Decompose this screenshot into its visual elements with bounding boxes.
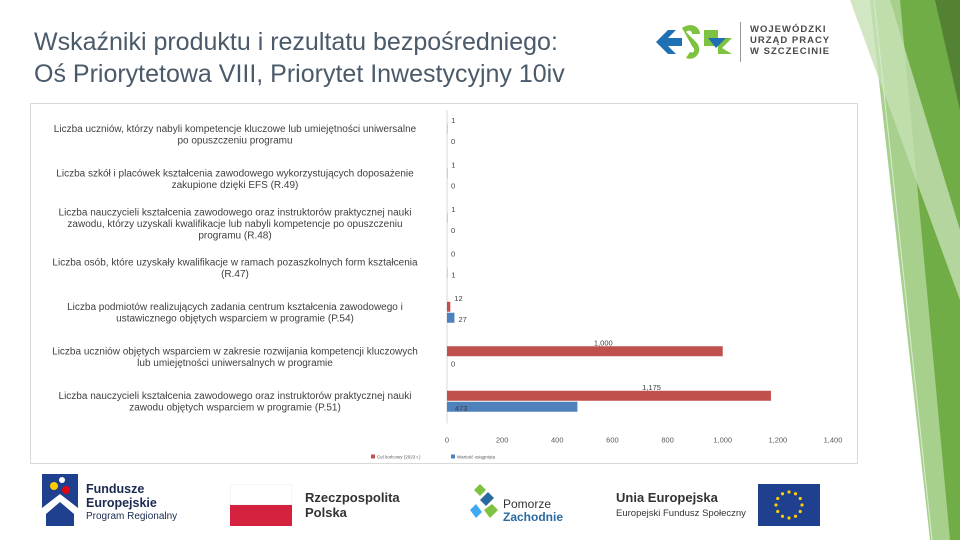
data-label: 1,175 xyxy=(642,383,661,392)
category-label: zawodu, którzy uzyskali kwalifikacje lub… xyxy=(67,219,402,230)
bar-target xyxy=(447,346,723,357)
category-label: Liczba nauczycieli kształcenia zawodoweg… xyxy=(59,391,412,402)
legend-swatch xyxy=(371,454,375,459)
x-tick-label: 200 xyxy=(496,436,509,445)
x-tick-label: 1,200 xyxy=(768,436,787,445)
x-tick-label: 600 xyxy=(606,436,619,445)
slide-title: Wskaźniki produktu i rezultatu bezpośred… xyxy=(34,26,634,90)
fundusze-line2: Europejskie xyxy=(86,496,157,510)
pomorze-logo-icon xyxy=(470,484,498,518)
eu-star xyxy=(776,509,780,514)
eu-star xyxy=(787,490,791,494)
data-label: 1,000 xyxy=(594,338,613,347)
wup-line: URZĄD PRACY xyxy=(750,35,831,46)
data-label: 27 xyxy=(458,315,466,324)
eu-star xyxy=(774,503,778,507)
x-tick-label: 400 xyxy=(551,436,564,445)
x-tick-label: 0 xyxy=(445,436,449,445)
bar-achieved xyxy=(447,312,455,323)
rzeczpospolita-text: Rzeczpospolita Polska xyxy=(305,490,400,520)
rzeczpospolita-line1: Rzeczpospolita xyxy=(305,490,400,505)
footer xyxy=(0,468,960,540)
data-label: 0 xyxy=(451,226,455,235)
category-label: zakupione dzięki EFS (R.49) xyxy=(172,180,299,191)
data-label: 1 xyxy=(451,160,455,169)
bar-chart: Liczba uczniów, którzy nabyli kompetencj… xyxy=(52,110,843,460)
eu-funds-logo-icon xyxy=(42,474,78,530)
eu-star xyxy=(798,509,802,514)
wup-line: WOJEWÓDZKI xyxy=(750,24,827,35)
category-label: zawodu objętych wsparciem w programie (P… xyxy=(129,403,341,414)
x-tick-label: 800 xyxy=(661,436,674,445)
category-label: (R.47) xyxy=(221,269,249,280)
bar-target xyxy=(447,390,771,401)
eu-flag-icon xyxy=(758,484,820,526)
legend-label: Cel końcowy (2023 r.) xyxy=(377,455,421,460)
category-label: lub umiejętności uniwersalnych w program… xyxy=(137,358,333,369)
fundusze-line3: Program Regionalny xyxy=(86,511,178,522)
unia-europejska-text: Unia Europejska Europejski Fundusz Społe… xyxy=(616,490,746,522)
legend-swatch xyxy=(451,454,455,459)
eu-star xyxy=(776,496,780,501)
pomorze-zachodnie-text: Pomorze Zachodnie xyxy=(503,498,563,524)
unia-line2: Europejski Fundusz Społeczny xyxy=(616,508,746,519)
rzeczpospolita-line2: Polska xyxy=(305,505,347,520)
pomorze-line1: Pomorze xyxy=(503,497,552,511)
slide-title-line1: Wskaźniki produktu i rezultatu bezpośred… xyxy=(34,28,558,56)
category-label: Liczba osób, które uzyskały kwalifikacje… xyxy=(52,258,418,269)
category-label: po opuszczeniu programu xyxy=(177,136,292,147)
wup-arrows-logo-icon xyxy=(656,25,732,59)
fundusze-europejskie-text: Fundusze Europejskie Program Regionalny xyxy=(86,482,177,524)
unia-line1: Unia Europejska xyxy=(616,490,718,505)
category-label: ustawicznego objętych wsparciem w progra… xyxy=(116,314,354,325)
data-label: 1 xyxy=(451,116,455,125)
eu-star xyxy=(798,496,802,501)
data-label: 0 xyxy=(451,249,455,258)
legend-label: Wartość osiągnięta xyxy=(457,455,496,460)
polish-flag-icon xyxy=(230,484,292,526)
category-label: programu (R.48) xyxy=(198,230,271,241)
wup-logo-text: WOJEWÓDZKI URZĄD PRACY W SZCZECINIE xyxy=(750,24,830,57)
eu-star xyxy=(793,514,798,518)
category-label: Liczba nauczycieli kształcenia zawodoweg… xyxy=(59,207,412,218)
category-label: Liczba szkół i placówek kształcenia zawo… xyxy=(56,169,414,180)
category-label: Liczba uczniów objętych wsparciem w zakr… xyxy=(52,347,418,358)
wup-line: W SZCZECINIE xyxy=(750,46,831,57)
data-label: 12 xyxy=(454,294,462,303)
x-tick-label: 1,400 xyxy=(824,436,843,445)
bar-target xyxy=(447,301,451,312)
pomorze-line2: Zachodnie xyxy=(503,510,564,524)
data-label: 0 xyxy=(451,359,455,368)
eu-star xyxy=(780,492,785,496)
data-label: 0 xyxy=(451,181,455,190)
eu-star xyxy=(800,503,804,507)
slide-title-line2: Oś Priorytetowa VIII, Priorytet Inwestyc… xyxy=(34,60,565,88)
x-tick-label: 1,000 xyxy=(713,436,732,445)
fundusze-line1: Fundusze xyxy=(86,482,145,496)
category-label: Liczba uczniów, którzy nabyli kompetencj… xyxy=(54,124,417,135)
eu-star xyxy=(793,492,798,496)
wup-logo: WOJEWÓDZKI URZĄD PRACY W SZCZECINIE xyxy=(652,18,832,66)
data-label: 1 xyxy=(451,270,455,279)
data-label: 473 xyxy=(455,404,468,413)
bar-achieved xyxy=(447,401,578,412)
eu-star xyxy=(787,516,791,520)
data-label: 0 xyxy=(451,137,455,146)
chart-container: Liczba uczniów, którzy nabyli kompetencj… xyxy=(30,103,858,464)
decorative-green-shapes xyxy=(850,0,960,540)
category-label: Liczba podmiotów realizujących zadania c… xyxy=(67,302,403,313)
data-label: 1 xyxy=(451,205,455,214)
wup-separator xyxy=(740,22,741,62)
eu-star xyxy=(780,514,785,518)
